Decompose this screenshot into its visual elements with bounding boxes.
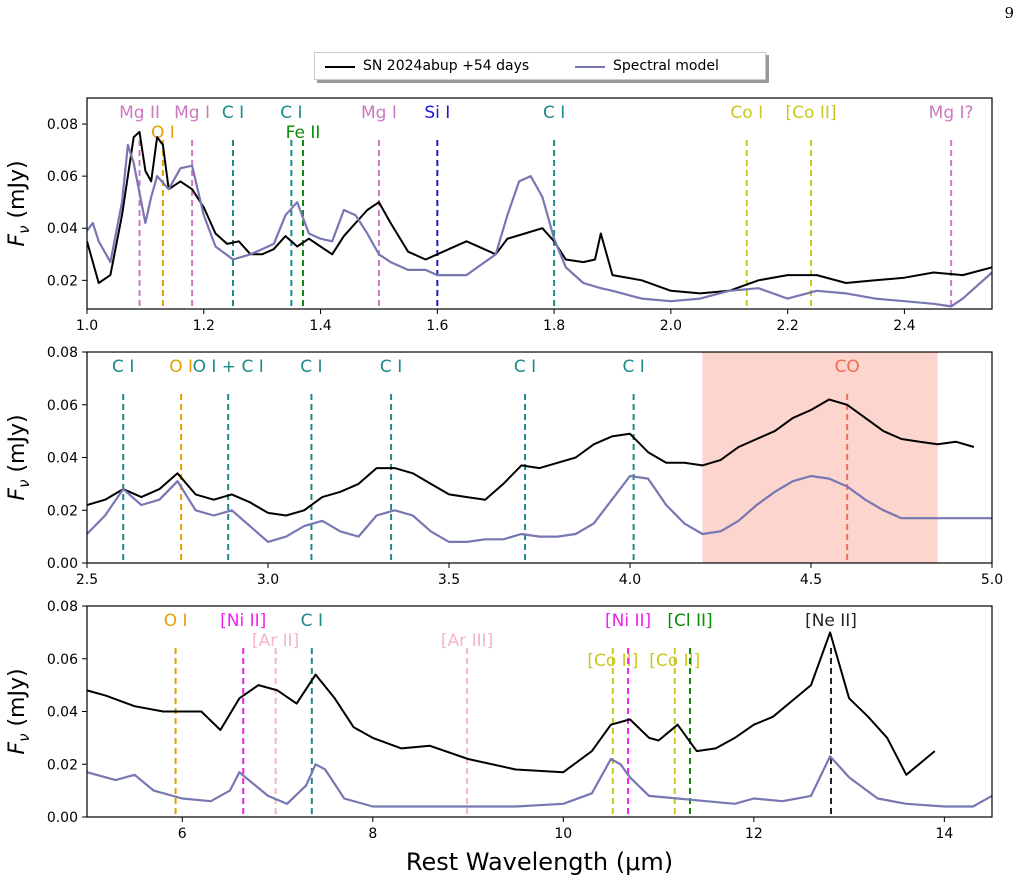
y-axis-label-top: Fν (mJy) xyxy=(5,160,33,246)
model-series-top xyxy=(87,143,992,308)
legend-observed-swatch xyxy=(325,66,355,68)
line-label-0-10: [Co II] xyxy=(786,103,837,123)
line-label-2-0: O I xyxy=(164,611,188,631)
line-label-1-4: C I xyxy=(380,357,402,377)
legend-model-label: Spectral model xyxy=(613,58,719,74)
ytick-label-2-4: 0.08 xyxy=(47,599,78,615)
xtick-label-0-5: 2.0 xyxy=(660,318,682,334)
xtick-label-0-0: 1.0 xyxy=(76,318,98,334)
line-label-1-6: C I xyxy=(622,357,644,377)
line-label-0-7: Si I xyxy=(424,103,450,123)
line-label-0-8: C I xyxy=(543,103,565,123)
line-label-1-0: C I xyxy=(112,357,134,377)
xtick-label-0-4: 1.8 xyxy=(543,318,565,334)
line-label-2-3: C I xyxy=(301,611,323,631)
xtick-label-1-1: 3.0 xyxy=(257,572,279,588)
xtick-label-2-2: 10 xyxy=(554,826,572,842)
xtick-label-1-5: 5.0 xyxy=(981,572,1003,588)
ytick-label-1-2: 0.04 xyxy=(47,451,78,467)
xtick-label-2-0: 6 xyxy=(178,826,187,842)
ytick-label-1-0: 0.00 xyxy=(47,556,78,572)
xtick-label-2-1: 8 xyxy=(368,826,377,842)
page-number: 9 xyxy=(1004,4,1014,22)
observed-series-middle xyxy=(87,398,975,517)
xtick-label-1-2: 3.5 xyxy=(438,572,460,588)
line-label-2-5: [Co II] xyxy=(587,651,638,671)
legend-model-swatch xyxy=(575,66,605,68)
plot-frame-bottom xyxy=(86,605,993,818)
line-label-2-6: [Ni II] xyxy=(605,611,651,631)
line-label-2-7: [Co II] xyxy=(649,651,700,671)
observed-series-top xyxy=(87,130,992,295)
xtick-label-0-1: 1.2 xyxy=(193,318,215,334)
ytick-label-0-3: 0.08 xyxy=(47,117,78,133)
line-label-2-9: [Ne II] xyxy=(805,611,857,631)
line-label-1-7: CO xyxy=(835,357,860,377)
panel-bottom: O I [Ni II][Ar II]C I[Ar III][Co II][Ni I… xyxy=(5,599,993,876)
legend-observed-label: SN 2024abup +54 days xyxy=(363,58,530,74)
line-label-1-5: C I xyxy=(514,357,536,377)
line-label-0-5: Fe II xyxy=(286,123,321,143)
xtick-label-0-2: 1.4 xyxy=(309,318,331,334)
y-axis-label-middle: Fν (mJy) xyxy=(5,414,33,500)
line-label-0-0: Mg II xyxy=(119,103,160,123)
ytick-label-2-2: 0.04 xyxy=(47,705,78,721)
y-axis-label-bottom: Fν (mJy) xyxy=(5,668,33,754)
line-label-0-1: O I xyxy=(151,123,175,143)
observed-series-bottom xyxy=(87,631,936,776)
line-label-2-1: [Ni II] xyxy=(220,611,266,631)
xtick-label-1-4: 4.5 xyxy=(800,572,822,588)
ytick-label-1-4: 0.08 xyxy=(47,345,78,361)
ytick-label-1-1: 0.02 xyxy=(47,503,78,519)
model-series-bottom xyxy=(87,755,992,808)
ytick-label-0-0: 0.02 xyxy=(47,273,78,289)
line-label-2-4: [Ar III] xyxy=(441,631,493,651)
xtick-label-0-3: 1.6 xyxy=(426,318,448,334)
ytick-label-0-1: 0.04 xyxy=(47,221,78,237)
legend: SN 2024abup +54 days Spectral model xyxy=(314,52,766,80)
xtick-label-0-6: 2.2 xyxy=(777,318,799,334)
line-label-0-4: C I xyxy=(280,103,302,123)
ytick-label-2-3: 0.06 xyxy=(47,652,78,668)
xtick-label-2-4: 14 xyxy=(935,826,953,842)
line-label-0-2: Mg I xyxy=(174,103,210,123)
co-shaded-region xyxy=(702,352,938,563)
xtick-label-1-0: 2.5 xyxy=(76,572,98,588)
line-label-2-2: [Ar II] xyxy=(252,631,299,651)
line-label-1-1: O I xyxy=(169,357,193,377)
xtick-label-0-7: 2.4 xyxy=(893,318,915,334)
ytick-label-0-2: 0.06 xyxy=(47,169,78,185)
model-series-middle xyxy=(87,474,992,544)
line-label-0-3: C I xyxy=(222,103,244,123)
xtick-label-1-3: 4.0 xyxy=(619,572,641,588)
line-label-1-3: C I xyxy=(300,357,322,377)
line-label-2-8: [Cl II] xyxy=(667,611,712,631)
plot-frame-top xyxy=(86,97,993,310)
ytick-label-1-3: 0.06 xyxy=(47,398,78,414)
ytick-label-2-0: 0.00 xyxy=(47,810,78,826)
line-label-0-11: Mg I? xyxy=(929,103,974,123)
line-label-0-6: Mg I xyxy=(361,103,397,123)
line-label-1-2: O I + C I xyxy=(193,357,264,377)
line-label-0-9: Co I xyxy=(730,103,763,123)
xtick-label-2-3: 12 xyxy=(745,826,763,842)
x-axis-label: Rest Wavelength (μm) xyxy=(406,848,673,876)
ytick-label-2-1: 0.02 xyxy=(47,757,78,773)
